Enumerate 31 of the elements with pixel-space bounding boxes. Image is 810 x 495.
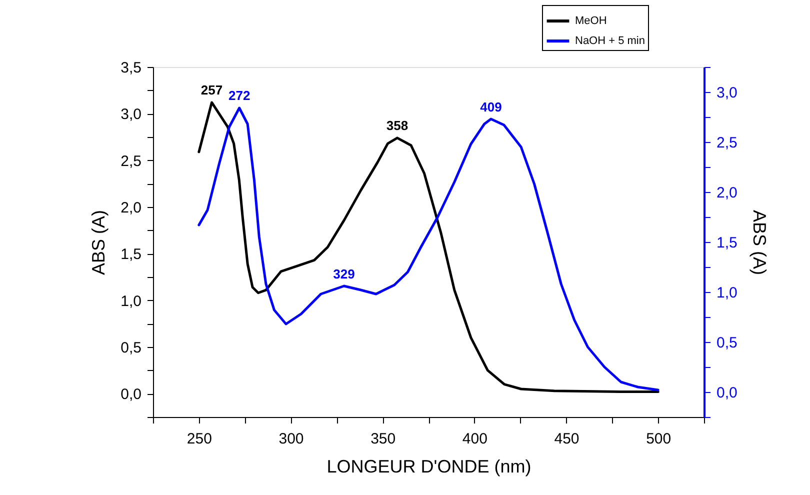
- y-tick-label: 2,5: [120, 152, 142, 170]
- y2-axis-title: ABS (A): [749, 210, 770, 276]
- annotation: 409: [480, 99, 502, 114]
- y-tick-label: 0,5: [120, 340, 142, 356]
- y-tick-label: 3,5: [120, 60, 142, 76]
- y-tick-label: 1,0: [120, 292, 142, 310]
- x-tick-label: 250: [186, 430, 212, 448]
- x-tick-label: 400: [462, 430, 488, 448]
- annotation: 329: [333, 266, 355, 282]
- y2-tick-label: 1,0: [716, 284, 738, 302]
- y-tick-label: 1,5: [120, 246, 142, 264]
- y2-tick-label: 0,0: [716, 384, 738, 402]
- y2-tick-label: 3,0: [716, 84, 738, 102]
- y-tick-label: 2,0: [120, 200, 142, 216]
- y2-tick-label: 1,5: [716, 234, 738, 252]
- x-tick-label: 350: [370, 430, 396, 448]
- y2-tick-label: 2,5: [716, 134, 738, 152]
- y2-tick-label: 0,5: [716, 334, 738, 352]
- annotation: 358: [386, 118, 408, 133]
- y-tick-label: 0,0: [120, 386, 142, 404]
- x-tick-label: 450: [554, 430, 580, 448]
- x-axis-title: LONGEUR D'ONDE (nm): [326, 456, 532, 476]
- x-tick-label: 500: [646, 430, 672, 448]
- legend-label: NaOH + 5 min: [575, 35, 645, 47]
- legend-label: MeOH: [575, 15, 607, 27]
- y-axis-title: ABS (A): [88, 210, 109, 276]
- annotation: 272: [228, 88, 250, 104]
- annotation: 257: [200, 82, 223, 98]
- y-tick-label: 3,0: [120, 106, 142, 124]
- y2-tick-label: 2,0: [716, 184, 738, 202]
- x-tick-label: 300: [278, 430, 304, 448]
